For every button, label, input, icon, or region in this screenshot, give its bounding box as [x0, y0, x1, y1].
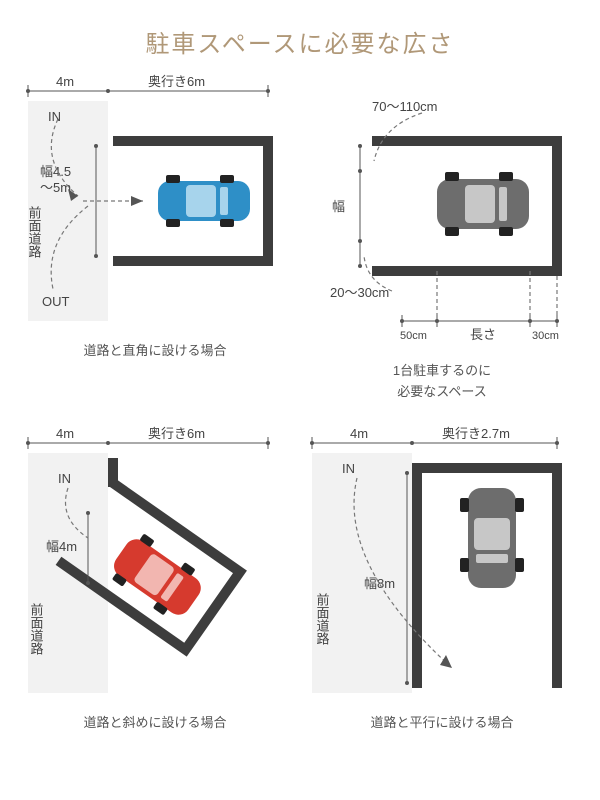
- diagram-parallel: 4m 奥行き2.7m 幅8m IN 前面道路: [302, 423, 582, 703]
- label-space-width: 幅4m: [46, 539, 77, 554]
- panel-single-space: 70〜110cm 幅 20〜30cm 50cm 長さ 30cm: [302, 71, 582, 403]
- car-gray-icon: [460, 488, 524, 588]
- label-depth: 奥行き2.7m: [442, 426, 510, 441]
- car-gray-icon: [437, 172, 529, 236]
- caption-single-space: 1台駐車するのに 必要なスペース: [302, 361, 582, 403]
- diagram-single-space: 70〜110cm 幅 20〜30cm 50cm 長さ 30cm: [302, 71, 582, 351]
- panel-diagonal: 4m 奥行き6m 幅4m IN 前面道路: [18, 423, 292, 734]
- label-in: IN: [342, 461, 355, 476]
- panel-perpendicular: 4m 奥行き6m 幅4.5〜5m IN OUT 前面道路: [18, 71, 292, 403]
- label-road-width: 4m: [350, 426, 368, 441]
- label-length: 長さ: [470, 327, 496, 342]
- caption-diagonal: 道路と斜めに設ける場合: [18, 713, 292, 734]
- label-front-clearance: 50cm: [400, 330, 427, 342]
- label-road-width: 4m: [56, 426, 74, 441]
- caption-perpendicular: 道路と直角に設ける場合: [18, 341, 292, 362]
- diagram-diagonal: 4m 奥行き6m 幅4m IN 前面道路: [18, 423, 288, 703]
- label-top-clearance: 70〜110cm: [372, 99, 438, 114]
- label-road-width: 4m: [56, 74, 74, 89]
- label-in: IN: [48, 109, 61, 124]
- panel-parallel: 4m 奥行き2.7m 幅8m IN 前面道路: [302, 423, 582, 734]
- label-rear-clearance: 30cm: [532, 330, 559, 342]
- label-road: 前面道路: [315, 592, 330, 645]
- label-width: 幅: [332, 199, 345, 214]
- diagram-grid: 4m 奥行き6m 幅4.5〜5m IN OUT 前面道路: [0, 71, 600, 753]
- label-road: 前面道路: [27, 205, 42, 258]
- label-side-clearance: 20〜30cm: [330, 285, 389, 300]
- label-depth: 奥行き6m: [148, 74, 205, 89]
- label-space-width: 幅4.5〜5m: [40, 164, 71, 195]
- label-space-width: 幅8m: [364, 576, 395, 591]
- caption-parallel: 道路と平行に設ける場合: [302, 713, 582, 734]
- label-road: 前面道路: [29, 602, 44, 655]
- label-out: OUT: [42, 294, 70, 309]
- label-depth: 奥行き6m: [148, 426, 205, 441]
- page-title: 駐車スペースに必要な広さ: [0, 0, 600, 71]
- car-blue-icon: [158, 175, 250, 227]
- diagram-perpendicular: 4m 奥行き6m 幅4.5〜5m IN OUT 前面道路: [18, 71, 288, 331]
- label-in: IN: [58, 471, 71, 486]
